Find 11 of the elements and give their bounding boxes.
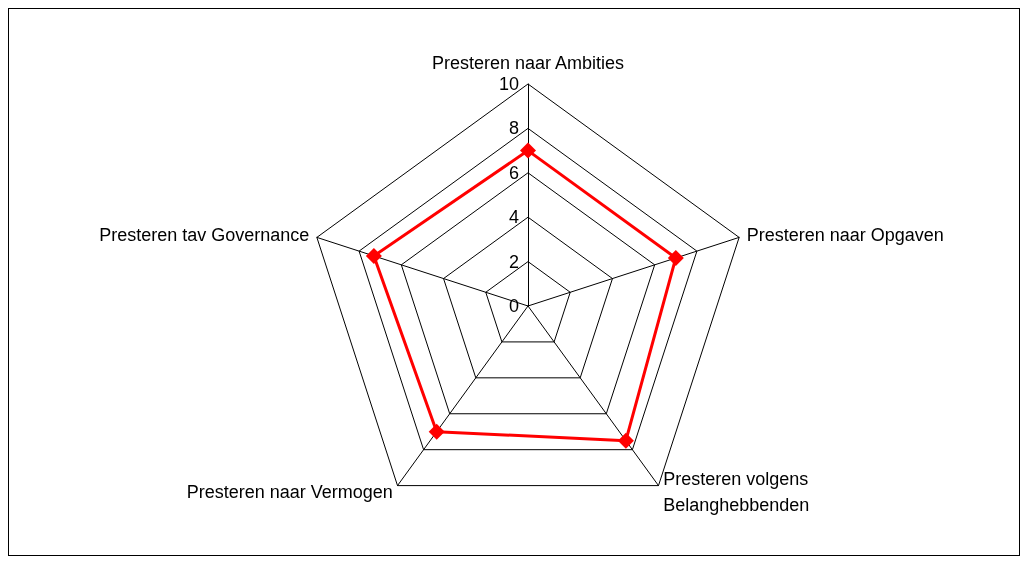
- spoke-label: Presteren naar Vermogen: [186, 482, 393, 503]
- y-tick-label: 4: [508, 207, 519, 228]
- y-tick-label: 8: [508, 118, 519, 139]
- y-tick-label: 0: [508, 296, 519, 316]
- spoke-label: Presteren volgens Belanghebbenden: [663, 469, 810, 516]
- spoke-label: Presteren tav Governance: [99, 224, 310, 245]
- y-tick-label: 6: [508, 162, 519, 183]
- spoke-label: Presteren naar Opgaven: [746, 224, 944, 245]
- spoke-label: Presteren naar Ambities: [431, 53, 625, 73]
- y-tick-label: 10: [498, 74, 519, 94]
- y-tick-label: 2: [508, 251, 519, 272]
